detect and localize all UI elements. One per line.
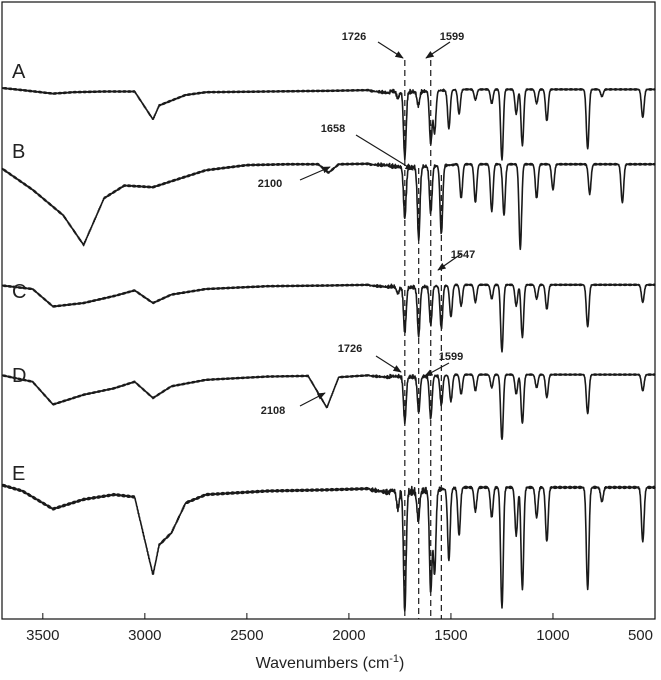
plot-frame bbox=[1, 1, 656, 620]
annotation-arrow-1599 bbox=[424, 362, 450, 377]
annotation-label-2100: 2100 bbox=[258, 178, 282, 190]
x-tick-label-2500: 2500 bbox=[230, 627, 263, 644]
x-tick-label-3000: 3000 bbox=[128, 627, 161, 644]
annotation-arrow-1726 bbox=[377, 41, 404, 59]
trace-label-A: A bbox=[12, 61, 26, 83]
annotation-arrow-1726 bbox=[375, 355, 402, 373]
trace-D bbox=[1, 373, 656, 440]
annotation-label-1547: 1547 bbox=[451, 249, 475, 261]
trace-A bbox=[1, 87, 656, 161]
x-axis-title: Wavenumbers (cm-1) bbox=[256, 653, 405, 672]
annotation-label-1658: 1658 bbox=[321, 123, 345, 135]
trace-E bbox=[1, 483, 656, 612]
annotation-arrow-2100 bbox=[299, 166, 331, 181]
annotation-label-1599: 1599 bbox=[440, 31, 464, 43]
annotation-label-1726: 1726 bbox=[338, 343, 362, 355]
x-tick-label-1500: 1500 bbox=[434, 627, 467, 644]
spectra-traces bbox=[1, 87, 656, 612]
x-axis-title-main: Wavenumbers (cm bbox=[256, 655, 390, 672]
annotation-arrow-1547 bbox=[437, 253, 462, 271]
trace-label-C: C bbox=[12, 281, 26, 303]
peak-annotations: 1726 1599 1658 2100 1547 1726 1599 2108 bbox=[258, 31, 475, 417]
trace-labels: A B C D E bbox=[12, 61, 26, 485]
annotation-arrow-1599 bbox=[425, 41, 451, 59]
trace-C bbox=[1, 283, 656, 353]
x-axis-ticks: 3500 3000 2500 2000 1500 1000 500 bbox=[26, 613, 656, 644]
x-tick-label-3500: 3500 bbox=[26, 627, 59, 644]
x-axis-title-end: ) bbox=[399, 655, 404, 672]
trace-label-D: D bbox=[12, 365, 26, 387]
trace-label-E: E bbox=[12, 463, 25, 485]
annotation-label-2108: 2108 bbox=[261, 405, 285, 417]
x-tick-label-500: 500 bbox=[628, 627, 653, 644]
x-tick-label-1000: 1000 bbox=[536, 627, 569, 644]
annotation-label-1599: 1599 bbox=[439, 351, 463, 363]
x-axis-title-superscript: -1 bbox=[389, 653, 399, 665]
trace-label-B: B bbox=[12, 141, 25, 163]
annotation-arrow-2108 bbox=[299, 392, 326, 407]
annotation-arrow-1658 bbox=[355, 134, 414, 171]
annotation-label-1726: 1726 bbox=[342, 31, 366, 43]
trace-B bbox=[1, 162, 656, 251]
x-tick-label-2000: 2000 bbox=[332, 627, 365, 644]
